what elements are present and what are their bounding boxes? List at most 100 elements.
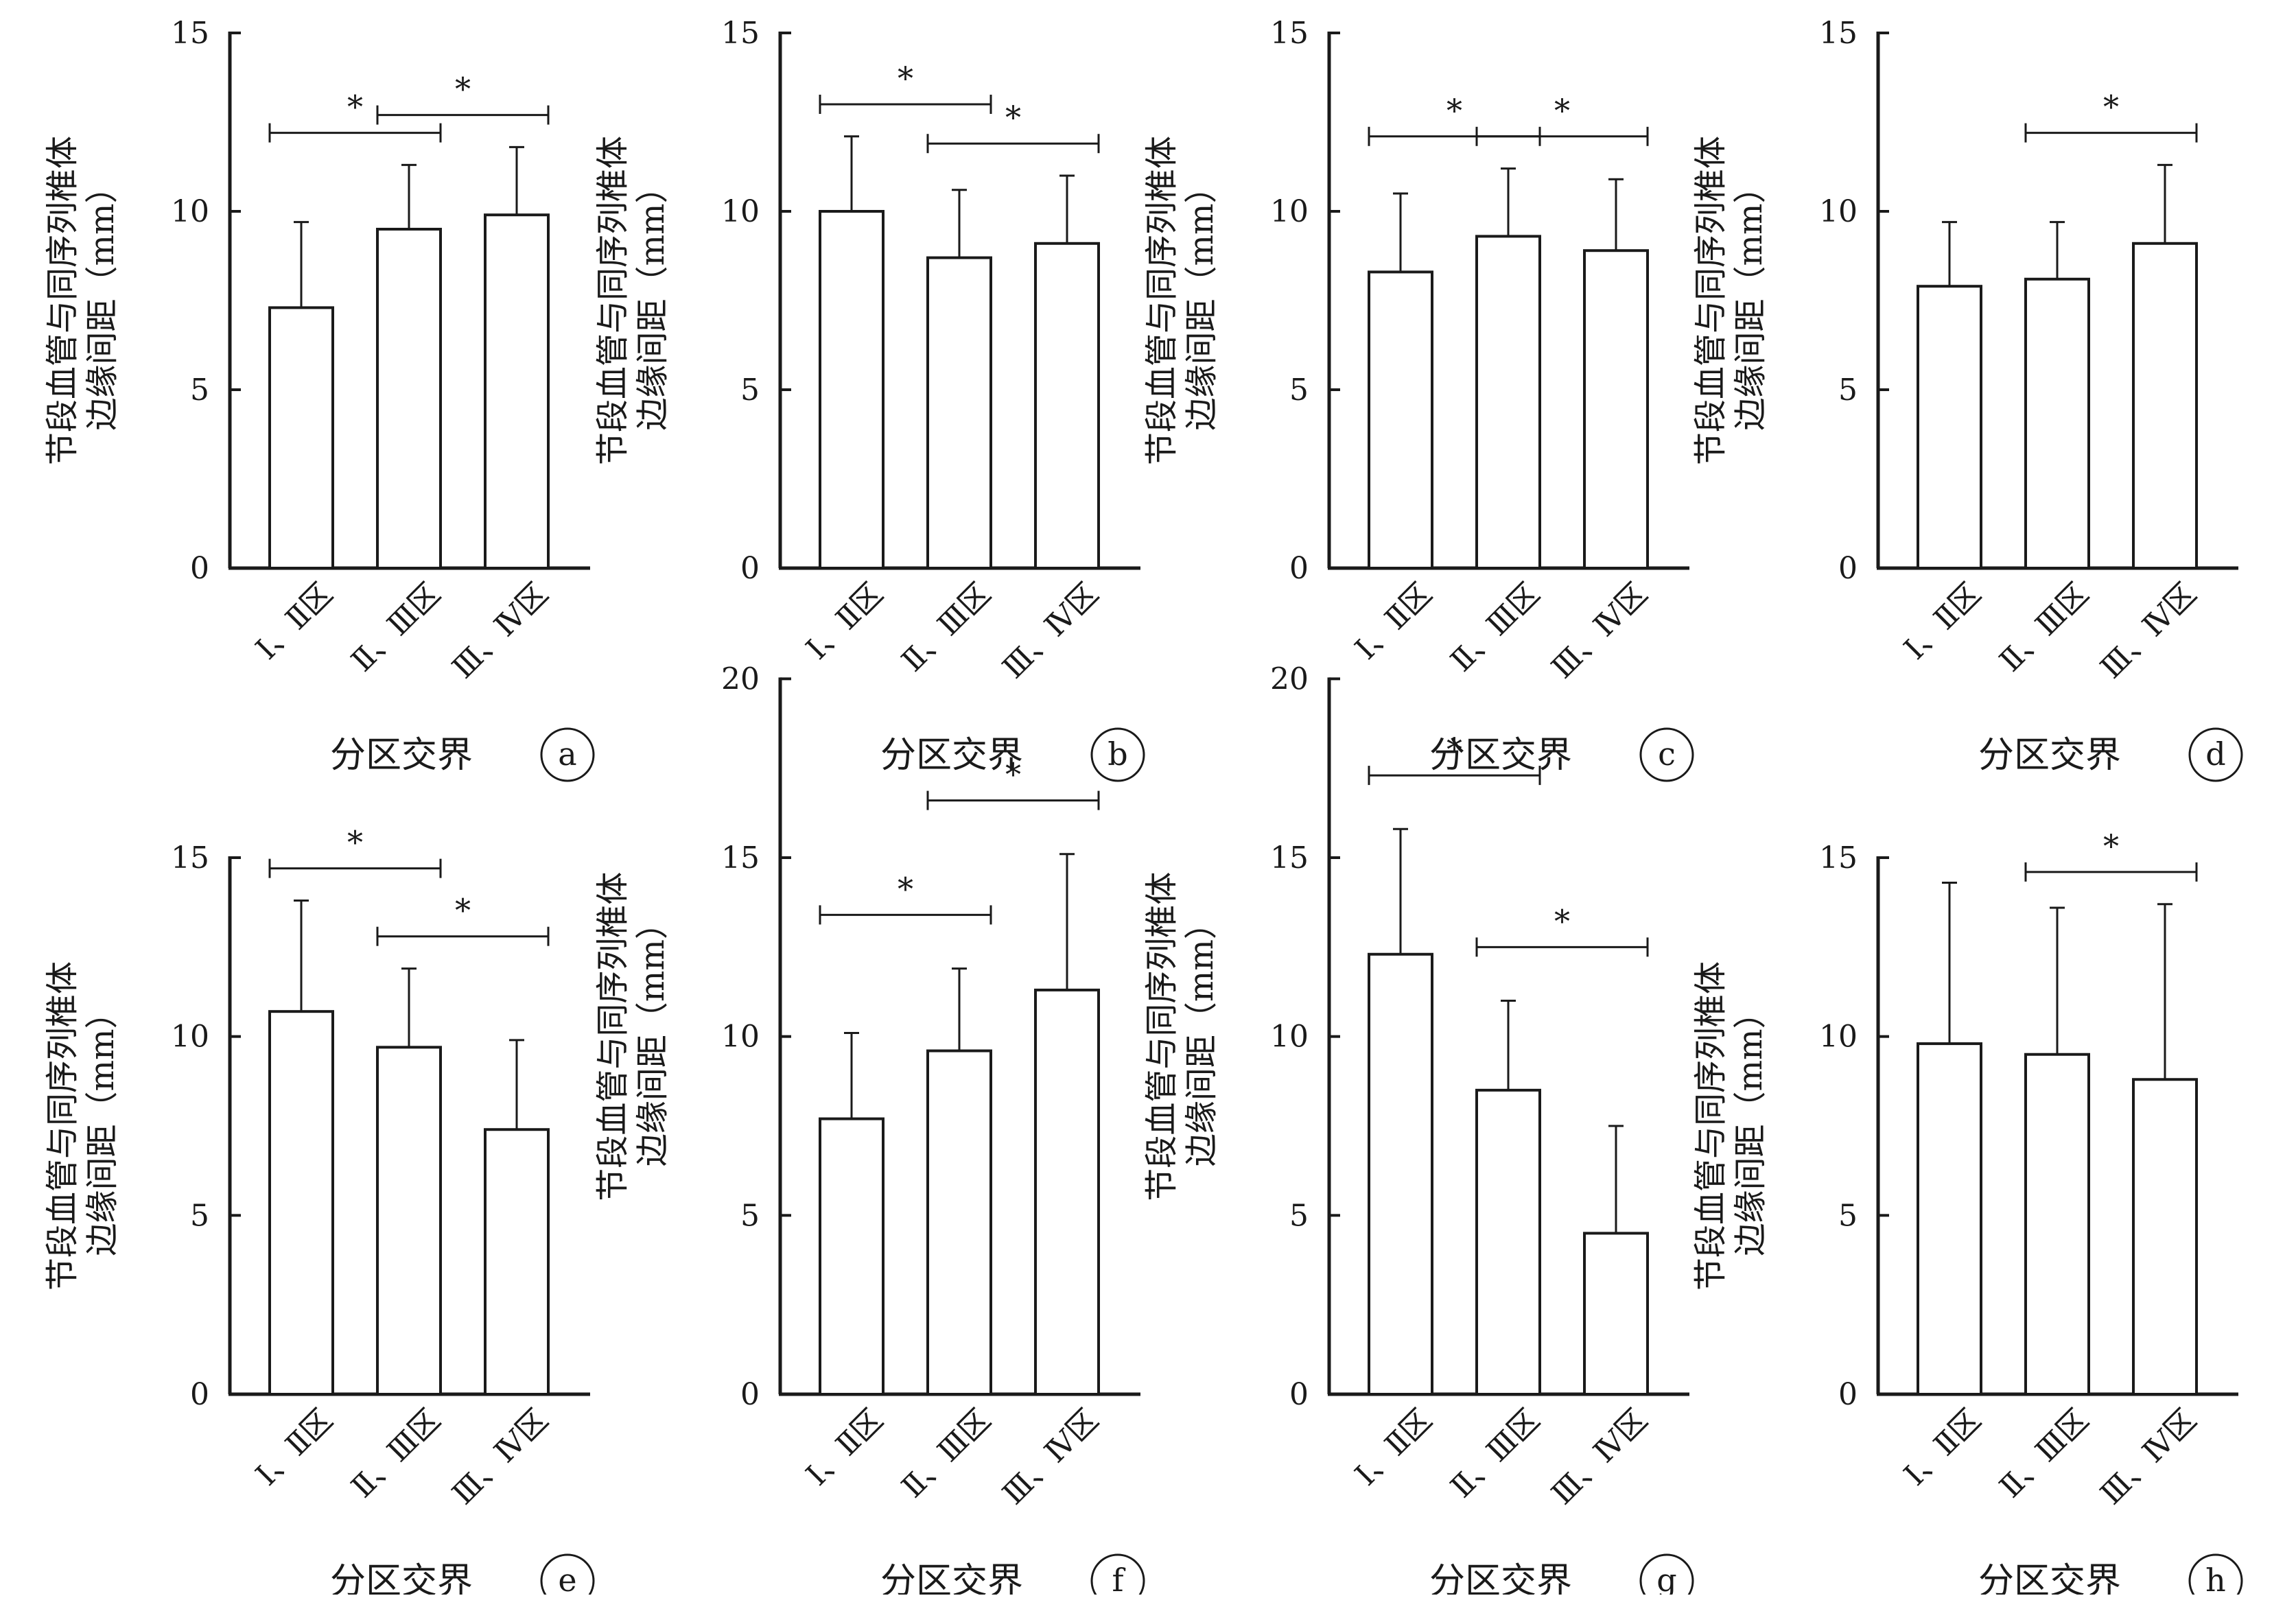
y-tick-label: 5 bbox=[190, 373, 209, 408]
x-tick-label: Ⅰ、Ⅱ区 bbox=[799, 1402, 890, 1493]
y-tick-label: 0 bbox=[1838, 1377, 1858, 1412]
y-tick-label: 10 bbox=[1819, 194, 1858, 229]
y-axis-label: 节段血管与同序列椎体 边缘间距（mm） bbox=[1143, 136, 1221, 465]
y-tick-label: 15 bbox=[171, 841, 209, 876]
panel-letter-circle bbox=[1090, 1553, 1145, 1598]
x-axis-label: 分区交界 bbox=[330, 735, 473, 776]
y-tick-label: 15 bbox=[1819, 16, 1858, 51]
x-tick-label: Ⅰ、Ⅱ区 bbox=[1348, 1402, 1439, 1493]
x-tick-label: Ⅱ、Ⅲ区 bbox=[344, 1402, 447, 1505]
bar bbox=[484, 213, 550, 569]
y-tick-label: 15 bbox=[1819, 841, 1858, 876]
bar bbox=[376, 228, 442, 569]
panel-letter: a bbox=[558, 736, 576, 773]
y-axis-label-line2: 边缘间距（mm） bbox=[83, 170, 121, 430]
y-axis-label-line1: 节段血管与同序列椎体 bbox=[1143, 136, 1181, 465]
y-tick-label: 20 bbox=[721, 661, 760, 696]
bar bbox=[819, 210, 885, 569]
y-axis-label: 节段血管与同序列椎体 边缘间距（mm） bbox=[594, 136, 672, 465]
y-axis-label-line1: 节段血管与同序列椎体 bbox=[1143, 872, 1181, 1201]
panel-letter-circle bbox=[2188, 727, 2243, 782]
x-tick-label: Ⅱ、Ⅲ区 bbox=[895, 1402, 997, 1505]
x-tick-label-text: Ⅰ、Ⅱ区 bbox=[1897, 576, 1988, 667]
y-tick-label: 0 bbox=[1289, 1377, 1309, 1412]
x-tick-label: Ⅲ、Ⅳ区 bbox=[996, 576, 1105, 685]
x-tick-label: Ⅲ、Ⅳ区 bbox=[2094, 1402, 2203, 1512]
bar bbox=[1917, 1042, 1982, 1396]
y-tick-label: 5 bbox=[1838, 373, 1858, 408]
bar bbox=[484, 1128, 550, 1396]
x-tick-label: Ⅱ、Ⅲ区 bbox=[1993, 1402, 2095, 1505]
x-axis-label: 分区交界 bbox=[1978, 735, 2121, 776]
bar bbox=[2024, 1053, 2090, 1396]
y-tick-label: 0 bbox=[1289, 551, 1309, 586]
y-tick-label: 5 bbox=[1838, 1198, 1858, 1233]
bar bbox=[376, 1046, 442, 1396]
bar bbox=[926, 1049, 992, 1396]
x-tick-label: Ⅰ、Ⅱ区 bbox=[799, 576, 890, 667]
significance-star: * bbox=[1446, 731, 1462, 768]
x-tick-label-text: Ⅱ、Ⅲ区 bbox=[344, 576, 447, 679]
y-tick-label: 10 bbox=[171, 1020, 209, 1055]
x-tick-label-text: Ⅱ、Ⅲ区 bbox=[1444, 1402, 1546, 1505]
bar bbox=[1034, 242, 1100, 569]
x-tick-label: Ⅲ、Ⅳ区 bbox=[996, 1402, 1105, 1512]
significance-star: * bbox=[1005, 99, 1021, 136]
x-tick-label-text: Ⅰ、Ⅱ区 bbox=[799, 1402, 890, 1493]
bar bbox=[1917, 285, 1982, 569]
y-tick-label: 5 bbox=[1289, 373, 1309, 408]
x-axis-label: 分区交界 bbox=[1429, 735, 1572, 776]
panel-letter-circle bbox=[2188, 1553, 2243, 1598]
x-tick-label-text: Ⅲ、Ⅳ区 bbox=[445, 1402, 554, 1512]
y-axis-label: 节段血管与同序列椎体 边缘间距（mm） bbox=[1691, 961, 1770, 1291]
y-axis-label-line2: 边缘间距（mm） bbox=[1731, 996, 1770, 1256]
y-tick-label: 10 bbox=[721, 194, 760, 229]
x-axis-label: 分区交界 bbox=[330, 1561, 473, 1595]
y-tick-label: 5 bbox=[1289, 1198, 1309, 1233]
x-tick-label-text: Ⅰ、Ⅱ区 bbox=[1348, 1402, 1439, 1493]
significance-star: * bbox=[2103, 89, 2119, 126]
x-tick-label-text: Ⅱ、Ⅲ区 bbox=[1993, 576, 2095, 679]
y-tick-label: 10 bbox=[721, 1020, 760, 1055]
x-tick-label-text: Ⅰ、Ⅱ区 bbox=[1348, 576, 1439, 667]
y-axis-label-line2: 边缘间距（mm） bbox=[633, 170, 672, 430]
bar bbox=[2132, 1078, 2198, 1396]
x-tick-label-text: Ⅲ、Ⅳ区 bbox=[1545, 576, 1654, 685]
x-tick-label: Ⅱ、Ⅲ区 bbox=[344, 576, 447, 679]
x-tick-label: Ⅱ、Ⅲ区 bbox=[895, 576, 997, 679]
panel-letter: h bbox=[2205, 1562, 2226, 1595]
significance-star: * bbox=[898, 60, 913, 97]
x-tick-label-text: Ⅰ、Ⅱ区 bbox=[1897, 1402, 1988, 1493]
bar bbox=[268, 306, 334, 569]
y-tick-label: 10 bbox=[1270, 1020, 1309, 1055]
x-tick-label: Ⅰ、Ⅱ区 bbox=[1348, 576, 1439, 667]
x-tick-label: Ⅱ、Ⅲ区 bbox=[1444, 576, 1546, 679]
bar bbox=[1034, 988, 1100, 1396]
y-tick-label: 15 bbox=[1270, 841, 1309, 876]
y-axis-label-line1: 节段血管与同序列椎体 bbox=[594, 872, 632, 1201]
y-axis-label-line2: 边缘间距（mm） bbox=[83, 996, 121, 1256]
x-tick-label: Ⅱ、Ⅲ区 bbox=[1444, 1402, 1546, 1505]
x-tick-label-text: Ⅲ、Ⅳ区 bbox=[996, 1402, 1105, 1512]
significance-star: * bbox=[1554, 92, 1570, 129]
x-tick-label-text: Ⅲ、Ⅳ区 bbox=[1545, 1402, 1654, 1512]
y-axis-label: 节段血管与同序列椎体 边缘间距（mm） bbox=[1691, 136, 1770, 465]
significance-star: * bbox=[455, 892, 471, 929]
significance-star: * bbox=[347, 89, 363, 126]
y-axis-label-line2: 边缘间距（mm） bbox=[1731, 170, 1770, 430]
significance-star: * bbox=[1446, 92, 1462, 129]
bar bbox=[1583, 1232, 1649, 1396]
significance-star: * bbox=[1554, 902, 1570, 939]
x-tick-label: Ⅰ、Ⅱ区 bbox=[249, 1402, 340, 1493]
y-axis-label-line1: 节段血管与同序列椎体 bbox=[43, 136, 82, 465]
panel-letter: d bbox=[2205, 736, 2225, 773]
y-tick-label: 10 bbox=[1270, 194, 1309, 229]
